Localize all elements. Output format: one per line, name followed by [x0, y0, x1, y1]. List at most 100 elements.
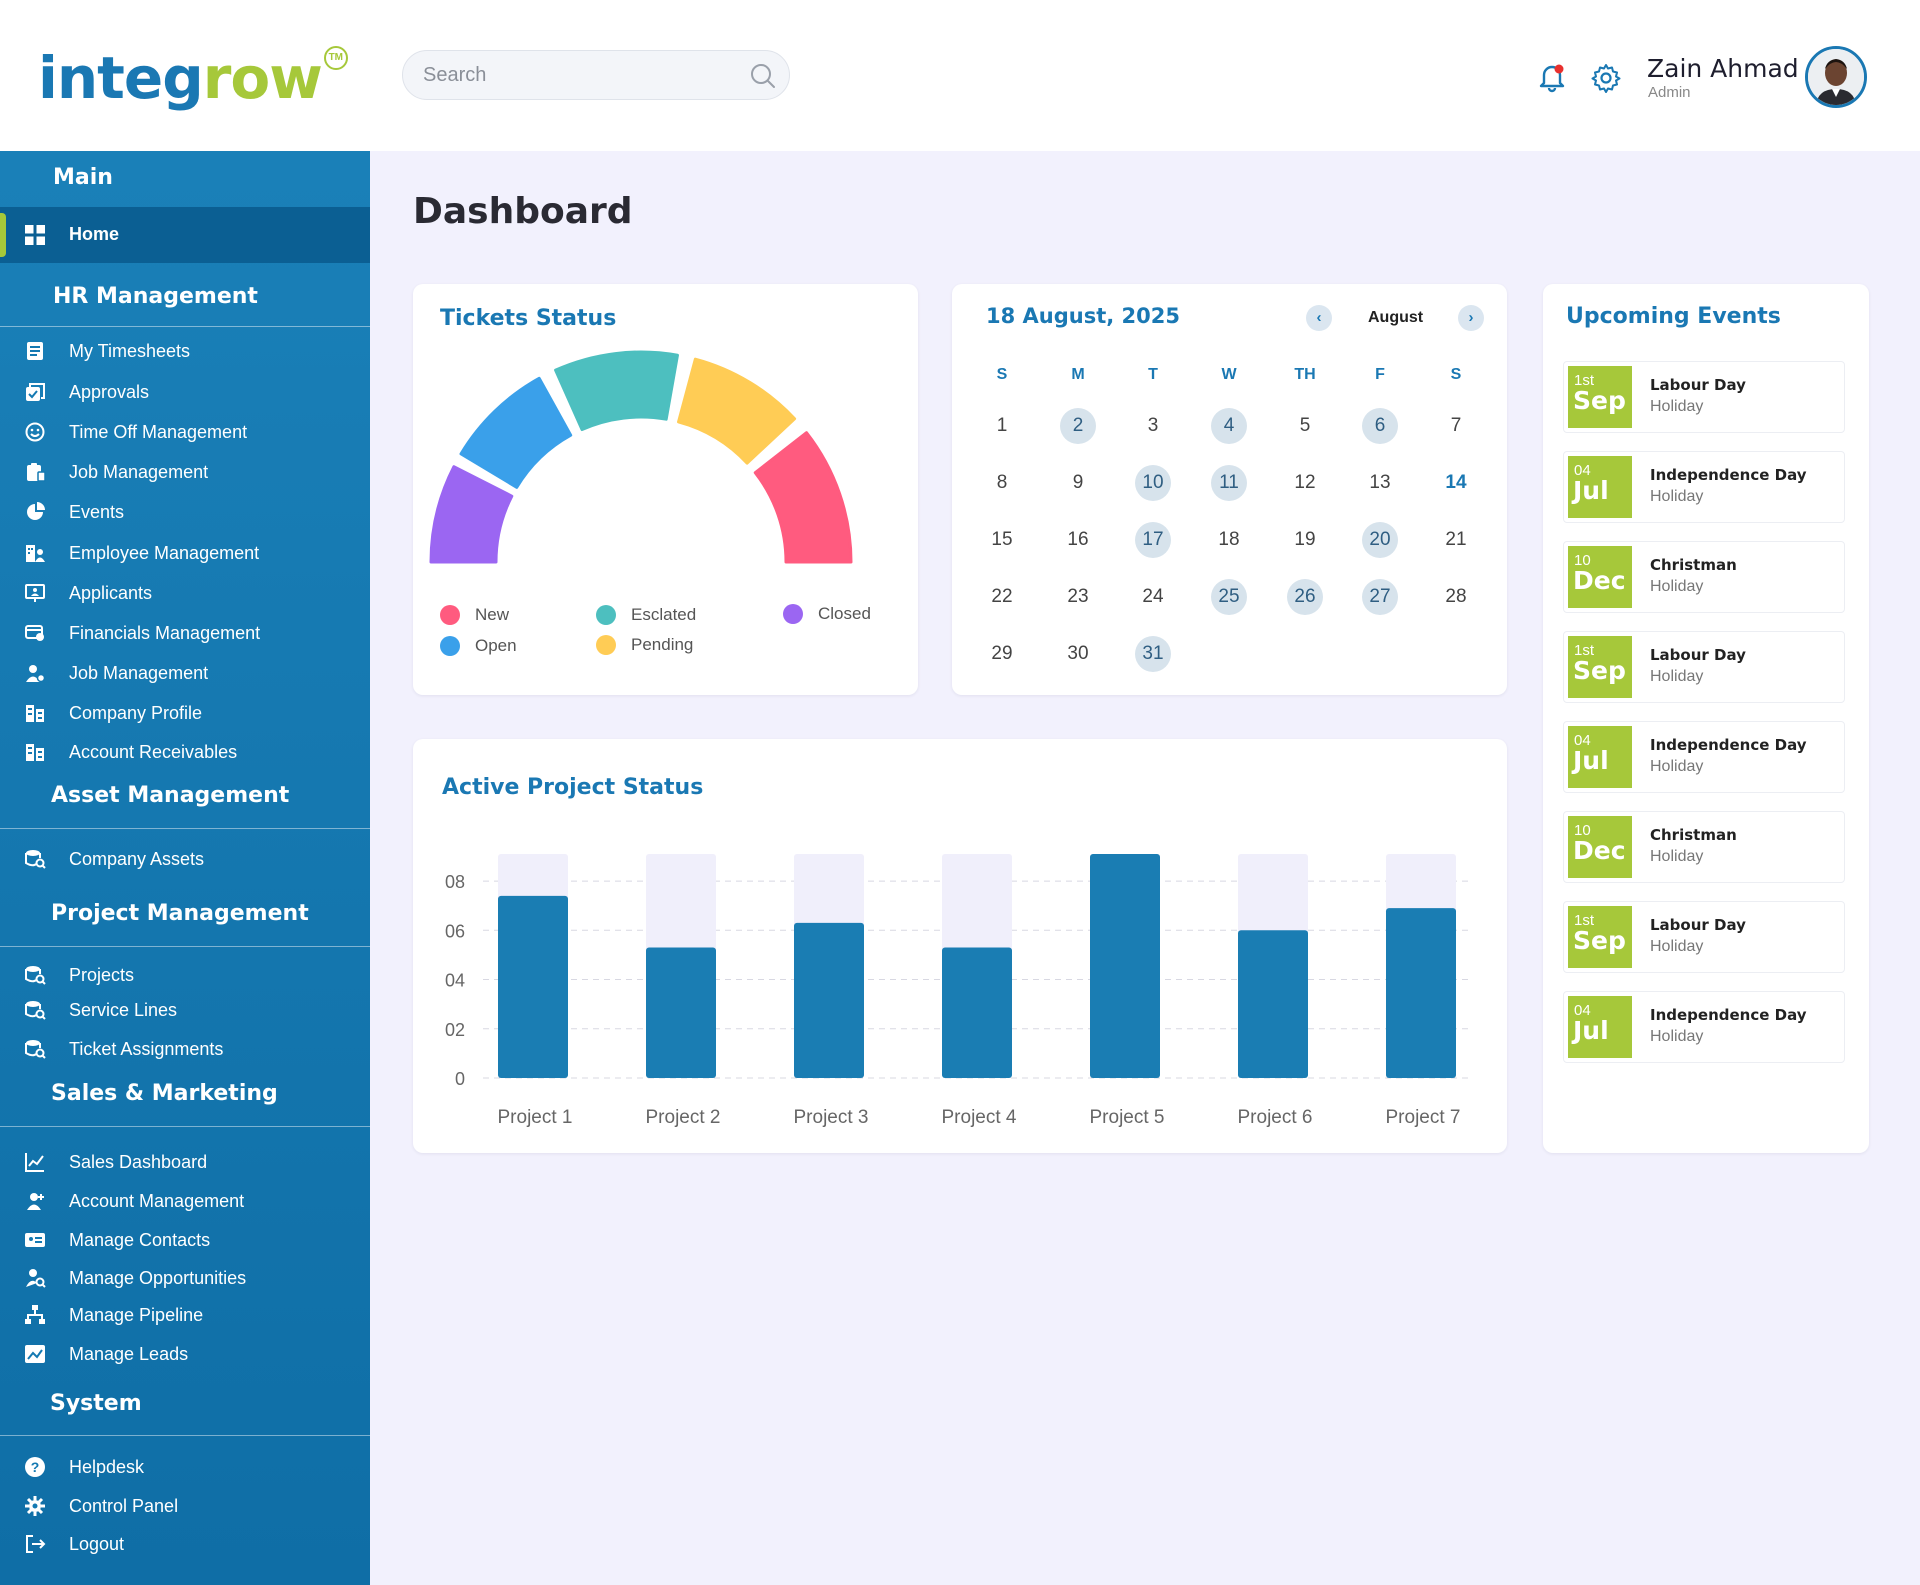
bar-project-3[interactable]	[794, 922, 864, 1078]
app-logo[interactable]: integrow TM	[38, 38, 348, 118]
calendar-day[interactable]: 21	[1445, 529, 1467, 550]
sidebar-item-account-management[interactable]: Account Management	[0, 1185, 370, 1217]
calendar-day[interactable]: 23	[1067, 586, 1089, 607]
upcoming-events-card: Upcoming Events 1st Sep Labour Day Holiday 0…	[1543, 284, 1869, 1153]
event-item[interactable]: 04 Jul Independence Day Holiday	[1563, 721, 1845, 793]
event-name: Labour Day	[1650, 916, 1746, 934]
event-item[interactable]: 10 Dec Christman Holiday	[1563, 811, 1845, 883]
sidebar-item-ticket-assignments[interactable]: Ticket Assignments	[0, 1033, 370, 1065]
bar-project-5[interactable]	[1090, 854, 1160, 1078]
event-type: Holiday	[1650, 488, 1704, 505]
calendar-day[interactable]: 11	[1211, 465, 1247, 501]
calendar-day[interactable]: 3	[1147, 415, 1159, 436]
sidebar-item-helpdesk[interactable]: ? Helpdesk	[0, 1451, 370, 1483]
search-icon[interactable]	[749, 62, 777, 95]
sidebar-item-company-assets[interactable]: Company Assets	[0, 843, 370, 875]
sidebar-item-label: Job Management	[69, 462, 209, 482]
sidebar-item-approvals[interactable]: Approvals	[0, 376, 370, 408]
calendar-day[interactable]: 6	[1362, 408, 1398, 444]
sidebar-item-financials-management[interactable]: Financials Management	[0, 617, 370, 649]
calendar-day[interactable]: 4	[1211, 408, 1247, 444]
bar-project-7[interactable]	[1386, 908, 1456, 1078]
event-item[interactable]: 1st Sep Labour Day Holiday	[1563, 361, 1845, 433]
settings-gear-icon[interactable]	[1591, 63, 1621, 98]
calendar-day[interactable]: 27	[1362, 579, 1398, 615]
sidebar-item-control-panel[interactable]: Control Panel	[0, 1490, 370, 1522]
calendar-day[interactable]: 20	[1362, 522, 1398, 558]
event-day: 04	[1574, 732, 1591, 749]
calendar-day[interactable]: 10	[1135, 465, 1171, 501]
sidebar-item-job-management[interactable]: Job Management	[0, 657, 370, 689]
weekday-header: S	[1450, 366, 1462, 383]
x-tick-label: Project 5	[1090, 1107, 1165, 1128]
calendar-day[interactable]: 8	[996, 472, 1008, 493]
user-avatar[interactable]	[1805, 46, 1867, 108]
sidebar-item-projects[interactable]: Projects	[0, 959, 370, 991]
calendar-day[interactable]: 7	[1450, 415, 1462, 436]
calendar-day[interactable]: 30	[1067, 643, 1089, 664]
sidebar-item-employee-management[interactable]: Employee Management	[0, 537, 370, 569]
calendar-day[interactable]: 22	[991, 586, 1013, 607]
calendar-day[interactable]: 31	[1135, 636, 1171, 672]
event-item[interactable]: 04 Jul Independence Day Holiday	[1563, 991, 1845, 1063]
bar-project-6[interactable]	[1238, 930, 1308, 1078]
building-person-icon	[24, 542, 46, 564]
calendar-day[interactable]: 5	[1299, 415, 1311, 436]
sidebar-item-company-profile[interactable]: Company Profile	[0, 697, 370, 729]
sidebar-item-time-off-management[interactable]: Time Off Management	[0, 416, 370, 448]
calendar-day[interactable]: 9	[1072, 472, 1084, 493]
sidebar-item-manage-opportunities[interactable]: Manage Opportunities	[0, 1262, 370, 1294]
calendar-day[interactable]: 29	[991, 643, 1013, 664]
chevron-left-icon[interactable]: ‹	[1306, 305, 1332, 331]
sidebar-item-label: Approvals	[69, 382, 150, 402]
sidebar-item-my-timesheets[interactable]: My Timesheets	[0, 335, 370, 367]
sidebar-item-manage-pipeline[interactable]: Manage Pipeline	[0, 1299, 370, 1331]
sidebar-item-job-management[interactable]: Job Management	[0, 456, 370, 488]
sidebar-item-manage-leads[interactable]: Manage Leads	[0, 1338, 370, 1370]
calendar-day[interactable]: 25	[1211, 579, 1247, 615]
legend-item-pending: Pending	[596, 635, 693, 655]
calendar-day[interactable]: 28	[1445, 586, 1467, 607]
sidebar-item-label: Service Lines	[69, 1000, 178, 1020]
legend-label: Esclated	[631, 605, 697, 624]
sidebar-item-logout[interactable]: Logout	[0, 1528, 370, 1560]
sidebar-item-events[interactable]: Events	[0, 496, 370, 528]
tickets-gauge-chart	[429, 350, 853, 564]
user-name[interactable]: Zain Ahmad	[1647, 54, 1799, 83]
sidebar-item-label: Home	[69, 224, 120, 244]
search-input[interactable]	[423, 51, 723, 99]
sidebar-item-applicants[interactable]: Applicants	[0, 577, 370, 609]
calendar-day[interactable]: 13	[1369, 472, 1391, 493]
event-item[interactable]: 1st Sep Labour Day Holiday	[1563, 901, 1845, 973]
event-item[interactable]: 1st Sep Labour Day Holiday	[1563, 631, 1845, 703]
calendar-day[interactable]: 17	[1135, 522, 1171, 558]
legend-item-esclated: Esclated	[596, 605, 696, 625]
calendar-day[interactable]: 18	[1218, 529, 1240, 550]
weekday-header: S	[996, 366, 1008, 383]
sidebar-item-home[interactable]: Home	[0, 207, 370, 263]
notification-bell-icon[interactable]	[1537, 61, 1567, 98]
bar-project-1[interactable]	[498, 895, 568, 1078]
calendar-day[interactable]: 12	[1294, 472, 1316, 493]
calendar-day[interactable]: 24	[1142, 586, 1164, 607]
sidebar-item-account-receivables[interactable]: Account Receivables	[0, 736, 370, 768]
sidebar-item-service-lines[interactable]: Service Lines	[0, 994, 370, 1026]
chevron-right-icon[interactable]: ›	[1458, 305, 1484, 331]
event-item[interactable]: 04 Jul Independence Day Holiday	[1563, 451, 1845, 523]
calendar-day[interactable]: 19	[1294, 529, 1316, 550]
bar-project-4[interactable]	[942, 947, 1012, 1078]
sidebar-item-manage-contacts[interactable]: Manage Contacts	[0, 1224, 370, 1256]
sidebar-item-label: Company Profile	[69, 703, 203, 723]
bar-project-2[interactable]	[646, 947, 716, 1078]
sidebar-item-label: Events	[69, 502, 125, 522]
event-month: Jul	[1573, 746, 1609, 775]
sidebar-item-sales-dashboard[interactable]: Sales Dashboard	[0, 1146, 370, 1178]
event-type: Holiday	[1650, 938, 1704, 955]
calendar-day[interactable]: 2	[1060, 408, 1096, 444]
calendar-day[interactable]: 16	[1067, 529, 1089, 550]
calendar-day[interactable]: 26	[1287, 579, 1323, 615]
calendar-day[interactable]: 14	[1445, 472, 1467, 493]
calendar-day[interactable]: 15	[991, 529, 1013, 550]
event-item[interactable]: 10 Dec Christman Holiday	[1563, 541, 1845, 613]
calendar-day[interactable]: 1	[996, 415, 1008, 436]
